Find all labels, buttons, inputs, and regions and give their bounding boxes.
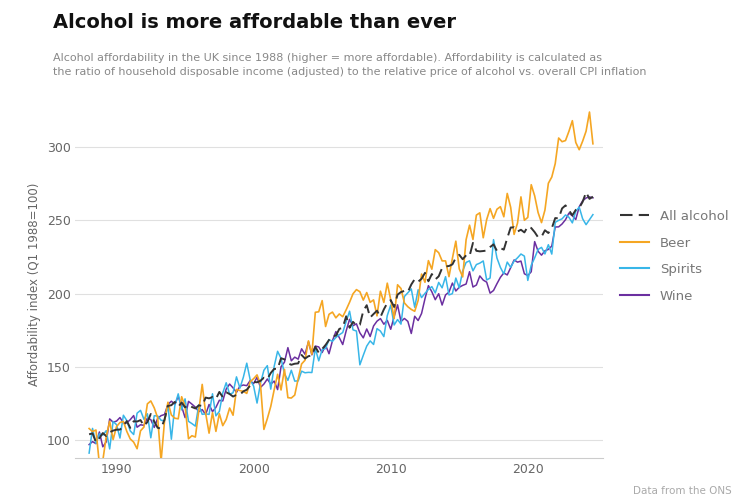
Y-axis label: Affordability index (Q1 1988=100): Affordability index (Q1 1988=100) — [28, 183, 41, 386]
Text: Data from the ONS: Data from the ONS — [633, 486, 731, 496]
Text: Alcohol is more affordable than ever: Alcohol is more affordable than ever — [53, 13, 455, 32]
Text: Alcohol affordability in the UK since 1988 (higher = more affordable). Affordabi: Alcohol affordability in the UK since 19… — [53, 53, 646, 77]
Legend: All alcohol, Beer, Spirits, Wine: All alcohol, Beer, Spirits, Wine — [615, 205, 734, 308]
